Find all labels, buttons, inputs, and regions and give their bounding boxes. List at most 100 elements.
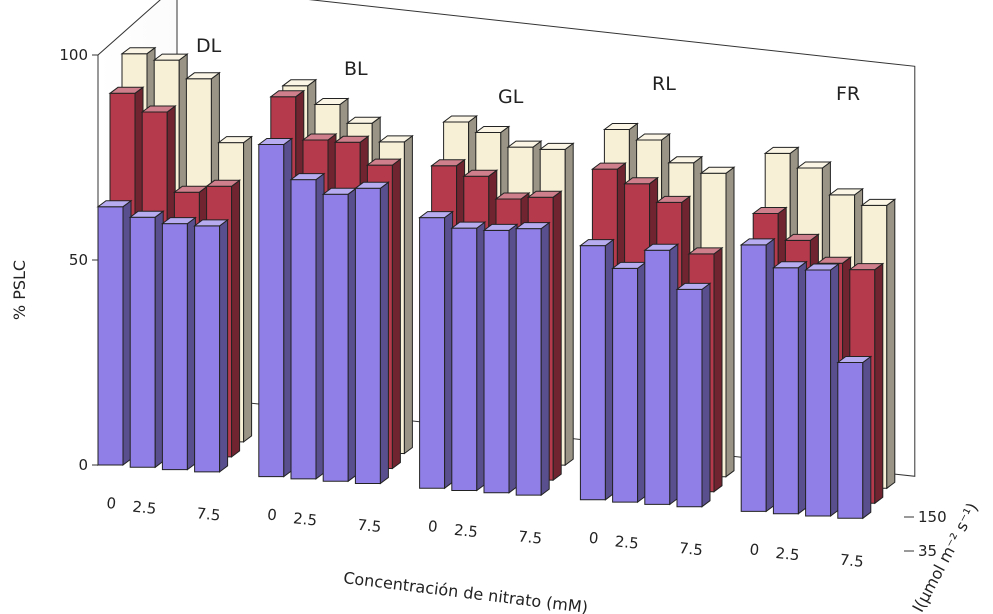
x-tick-label: 0 xyxy=(106,494,117,513)
bar-top-face xyxy=(699,166,736,174)
bar-top-face xyxy=(578,239,615,247)
bar-side-face xyxy=(701,282,711,508)
bar-top-face xyxy=(108,86,145,94)
bars-layer xyxy=(96,46,897,520)
bar-front-face xyxy=(644,249,671,505)
bar-front-face xyxy=(97,206,124,466)
bar-top-face xyxy=(377,135,414,143)
group-label: DL xyxy=(196,35,222,57)
bar-top-face xyxy=(623,177,660,185)
bar-front-face xyxy=(129,216,156,468)
bar-top-face xyxy=(289,173,326,181)
bar-front-face xyxy=(194,225,221,473)
bar-side-face xyxy=(552,190,562,482)
x-tick-label: 7.5 xyxy=(357,516,383,536)
bar xyxy=(611,261,648,504)
bar-top-face xyxy=(602,123,639,130)
bar-front-face xyxy=(451,227,478,491)
bar-side-face xyxy=(874,262,884,505)
bar-top-face xyxy=(430,159,467,167)
bar-top-face xyxy=(345,116,382,124)
bar-front-face xyxy=(579,245,606,501)
bar-top-face xyxy=(804,263,841,271)
x-tick-label: 0 xyxy=(749,540,760,559)
bar-top-face xyxy=(353,181,390,189)
bar xyxy=(771,260,808,515)
bar-top-face xyxy=(675,282,712,290)
bar-top-face xyxy=(795,161,832,169)
bar xyxy=(353,181,390,485)
bar-top-face xyxy=(828,188,865,196)
bar-top-face xyxy=(643,243,680,251)
x-tick-label: 0 xyxy=(427,517,438,536)
x-tick-label: 7.5 xyxy=(678,539,704,559)
bar-front-face xyxy=(676,288,703,508)
x-tick-label: 0 xyxy=(588,529,599,548)
bar xyxy=(804,263,841,517)
bar-front-face xyxy=(483,229,510,494)
bar-top-face xyxy=(482,223,519,231)
bar-top-face xyxy=(848,263,885,271)
bar xyxy=(643,243,680,506)
bar-front-face xyxy=(290,179,317,480)
bar-top-face xyxy=(205,179,242,187)
bar-top-face xyxy=(442,115,479,123)
group-label: FR xyxy=(836,83,860,105)
bar-top-face xyxy=(160,217,197,225)
bar xyxy=(160,216,197,471)
bar-front-face xyxy=(161,223,188,471)
bar-top-face xyxy=(269,90,306,98)
bar-front-face xyxy=(837,362,864,519)
bar-front-face xyxy=(805,269,832,517)
bar-top-face xyxy=(313,98,350,105)
bar xyxy=(514,221,551,497)
y-tick-label: 100 xyxy=(59,46,88,64)
bar-side-face xyxy=(862,355,872,520)
bar-top-face xyxy=(152,53,189,61)
bar xyxy=(289,172,326,480)
x-tick-label: 2.5 xyxy=(775,544,801,564)
x-tick-label: 2.5 xyxy=(132,498,158,518)
z-tick-label: 150 xyxy=(918,508,947,526)
bar-side-face xyxy=(886,198,896,490)
bar-top-face xyxy=(783,233,820,241)
bar-top-face xyxy=(128,210,165,218)
bar-top-face xyxy=(860,198,897,206)
bar-front-face xyxy=(740,244,767,512)
bar xyxy=(482,223,519,494)
bar-side-face xyxy=(403,134,413,455)
bar-top-face xyxy=(494,192,531,200)
bar xyxy=(739,237,776,513)
bar-front-face xyxy=(258,144,285,478)
y-axis-label: % PSLC xyxy=(10,260,29,320)
bar-front-face xyxy=(772,267,799,515)
bar-top-face xyxy=(816,256,853,264)
bar xyxy=(578,238,615,501)
bar-side-face xyxy=(713,246,723,493)
bar-side-face xyxy=(540,221,550,497)
bar-top-face xyxy=(96,200,133,208)
bar xyxy=(321,187,358,483)
bar-front-face xyxy=(354,187,381,484)
bar-top-face xyxy=(281,79,318,87)
bar-top-face xyxy=(763,146,800,154)
y-tick-label: 0 xyxy=(78,456,88,474)
bar-side-face xyxy=(725,166,735,478)
bar-top-face xyxy=(193,219,230,227)
x-tick-label: 0 xyxy=(266,506,277,525)
group-label: BL xyxy=(344,58,368,80)
bar-top-face xyxy=(333,135,370,143)
bar-top-face xyxy=(514,222,551,230)
bar-top-face xyxy=(506,140,543,148)
group-label: GL xyxy=(498,86,524,108)
group-label: RL xyxy=(652,73,676,95)
bar-top-face xyxy=(140,105,177,113)
bar-front-face xyxy=(322,193,349,482)
bar-top-face xyxy=(771,261,808,269)
bar-side-face xyxy=(231,179,241,458)
bar-side-face xyxy=(243,135,253,443)
x-tick-label: 2.5 xyxy=(292,509,318,529)
bar xyxy=(418,210,455,490)
bar-top-face xyxy=(474,126,511,133)
